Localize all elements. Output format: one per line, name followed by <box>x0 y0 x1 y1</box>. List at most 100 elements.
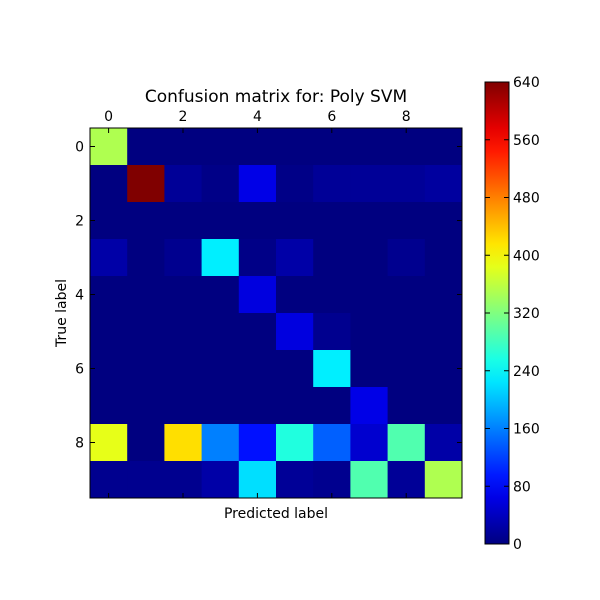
heatmap-cell-r2-c2 <box>164 202 203 240</box>
heatmap-cell-r1-c9 <box>424 165 463 203</box>
heatmap-cell-r2-c3 <box>201 202 240 240</box>
heatmap-cell-r7-c6 <box>313 387 351 425</box>
heatmap-cell-r5-c3 <box>201 313 240 351</box>
heatmap-cell-r4-c1 <box>127 276 165 314</box>
heatmap-cell-r4-c6 <box>313 276 351 314</box>
heatmap-cell-r9-c4 <box>238 461 277 499</box>
heatmap-cell-r4-c2 <box>164 276 203 314</box>
heatmap-cell-r0-c0 <box>90 128 128 166</box>
heatmap-cell-r7-c1 <box>127 387 165 425</box>
heatmap-cell-r1-c5 <box>276 165 314 203</box>
heatmap-cell-r5-c0 <box>90 313 128 351</box>
colorbar-tick-label: 640 <box>513 75 540 91</box>
heatmap-cell-r9-c5 <box>276 461 314 499</box>
heatmap-cell-r8-c9 <box>424 424 463 462</box>
y-tick-label: 6 <box>75 362 84 378</box>
heatmap-cell-r3-c1 <box>127 239 165 277</box>
heatmap-cell-r7-c8 <box>387 387 426 425</box>
heatmap-cell-r3-c6 <box>313 239 351 277</box>
heatmap-cell-r6-c6 <box>313 350 351 388</box>
colorbar-tick-label: 480 <box>513 191 540 207</box>
heatmap-cell-r6-c4 <box>238 350 277 388</box>
x-tick-label: 6 <box>327 109 336 125</box>
heatmap-cell-r7-c3 <box>201 387 240 425</box>
heatmap-cell-r2-c9 <box>424 202 463 240</box>
heatmap-cell-r5-c4 <box>238 313 277 351</box>
x-tick-label: 4 <box>253 109 262 125</box>
heatmap-cell-r5-c1 <box>127 313 165 351</box>
heatmap-cell-r4-c3 <box>201 276 240 314</box>
heatmap-cell-r2-c4 <box>238 202 277 240</box>
heatmap-cell-r9-c2 <box>164 461 203 499</box>
heatmap-cell-r2-c1 <box>127 202 165 240</box>
heatmap-cell-r7-c4 <box>238 387 277 425</box>
x-axis-ticks: 0 2 4 6 8 <box>104 109 411 498</box>
heatmap-cell-r2-c8 <box>387 202 426 240</box>
heatmap-cell-r6-c5 <box>276 350 314 388</box>
heatmap-cell-r5-c8 <box>387 313 426 351</box>
chart-title: Confusion matrix for: Poly SVM <box>145 87 407 107</box>
heatmap-cell-r9-c8 <box>387 461 426 499</box>
heatmap-cell-r1-c7 <box>350 165 389 203</box>
heatmap-cell-r3-c7 <box>350 239 389 277</box>
y-tick-label: 0 <box>75 140 84 156</box>
heatmap-cell-r7-c0 <box>90 387 128 425</box>
heatmap-cell-r3-c4 <box>238 239 277 277</box>
heatmap-cell-r3-c5 <box>276 239 314 277</box>
heatmap-cell-r5-c5 <box>276 313 314 351</box>
heatmap-cell-r5-c7 <box>350 313 389 351</box>
heatmap-cell-r8-c7 <box>350 424 389 462</box>
heatmap-cell-r8-c8 <box>387 424 426 462</box>
heatmap-cell-r7-c5 <box>276 387 314 425</box>
heatmap-cell-r6-c7 <box>350 350 389 388</box>
heatmap-cell-r8-c6 <box>313 424 351 462</box>
heatmap-cell-r1-c0 <box>90 165 128 203</box>
heatmap-cell-r4-c8 <box>387 276 426 314</box>
colorbar-tick-label: 0 <box>513 537 522 553</box>
heatmap-cell-r8-c5 <box>276 424 314 462</box>
heatmap-cell-r1-c1 <box>127 165 165 203</box>
heatmap-cell-r6-c3 <box>201 350 240 388</box>
colorbar-tick-label: 80 <box>513 479 531 495</box>
heatmap-cell-r6-c0 <box>90 350 128 388</box>
heatmap-cell-r5-c9 <box>424 313 463 351</box>
heatmap-cells <box>90 128 463 499</box>
heatmap-cell-r0-c9 <box>424 128 463 166</box>
heatmap-cell-r9-c6 <box>313 461 351 499</box>
heatmap-cell-r9-c3 <box>201 461 240 499</box>
heatmap-cell-r6-c9 <box>424 350 463 388</box>
heatmap-cell-r9-c0 <box>90 461 128 499</box>
heatmap-cell-r5-c2 <box>164 313 203 351</box>
heatmap-cell-r9-c1 <box>127 461 165 499</box>
heatmap-cell-r2-c0 <box>90 202 128 240</box>
x-axis-label: Predicted label <box>224 506 328 522</box>
x-tick-label: 0 <box>104 109 113 125</box>
x-tick-label: 8 <box>402 109 411 125</box>
heatmap-cell-r7-c9 <box>424 387 463 425</box>
heatmap-cell-r8-c0 <box>90 424 128 462</box>
heatmap-cell-r0-c6 <box>313 128 351 166</box>
heatmap-cell-r0-c7 <box>350 128 389 166</box>
heatmap-cell-r6-c8 <box>387 350 426 388</box>
colorbar-tick-label: 160 <box>513 422 540 438</box>
heatmap-cell-r2-c6 <box>313 202 351 240</box>
heatmap-cell-r9-c9 <box>424 461 463 499</box>
colorbar-tick-label: 320 <box>513 306 540 322</box>
heatmap-cell-r8-c4 <box>238 424 277 462</box>
heatmap-cell-r2-c7 <box>350 202 389 240</box>
heatmap-cell-r1-c8 <box>387 165 426 203</box>
heatmap-cell-r4-c5 <box>276 276 314 314</box>
heatmap-cell-r8-c1 <box>127 424 165 462</box>
heatmap-cell-r4-c9 <box>424 276 463 314</box>
heatmap-cell-r3-c2 <box>164 239 203 277</box>
heatmap-frame <box>89 127 463 499</box>
heatmap-cell-r4-c0 <box>90 276 128 314</box>
heatmap-cell-r3-c8 <box>387 239 426 277</box>
heatmap-cell-r0-c1 <box>127 128 165 166</box>
heatmap-cell-r3-c3 <box>201 239 240 277</box>
heatmap-cell-r7-c7 <box>350 387 389 425</box>
colorbar-tick-label: 560 <box>513 133 540 149</box>
heatmap-cell-r4-c7 <box>350 276 389 314</box>
heatmap-cell-r2-c5 <box>276 202 314 240</box>
